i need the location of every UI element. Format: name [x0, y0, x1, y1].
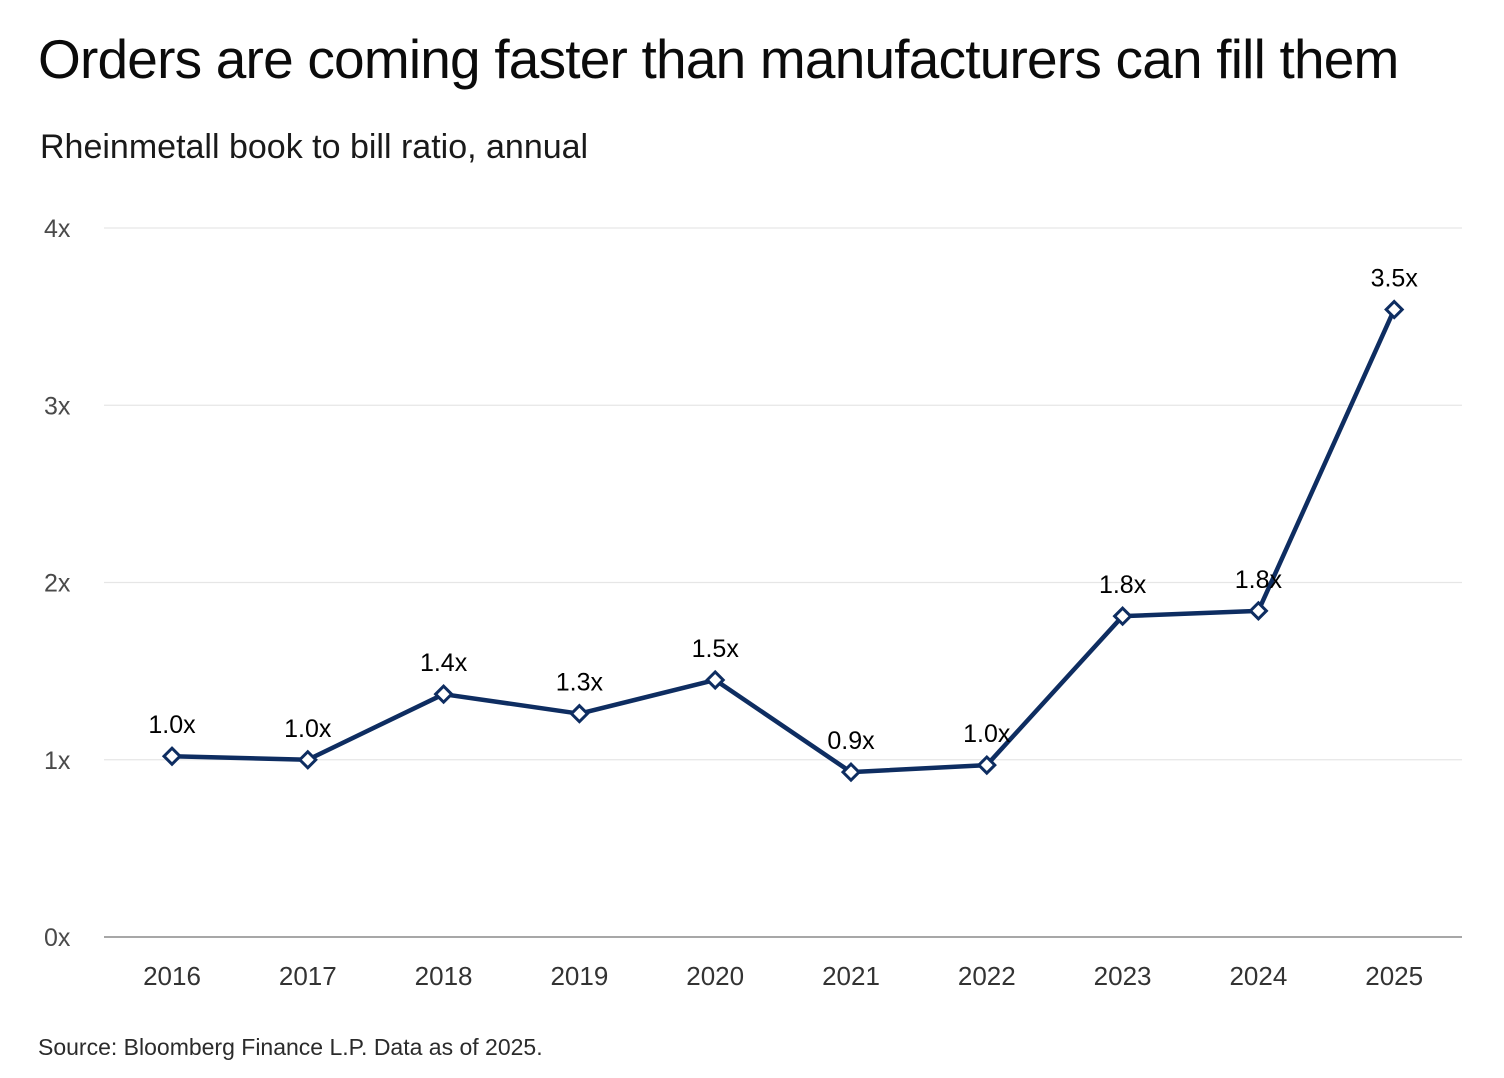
y-tick-label: 3x — [44, 392, 71, 420]
x-tick-label: 2016 — [143, 961, 201, 991]
data-label: 1.0x — [284, 715, 332, 743]
data-markers — [161, 299, 1405, 783]
chart-title: Orders are coming faster than manufactur… — [38, 28, 1399, 90]
series-line-group — [169, 307, 1397, 775]
y-tick-label: 0x — [44, 924, 71, 952]
x-tick-label: 2021 — [822, 961, 880, 991]
data-label: 1.8x — [1099, 571, 1147, 599]
x-tick-label: 2020 — [686, 961, 744, 991]
data-point-marker — [705, 669, 726, 691]
chart-subtitle: Rheinmetall book to bill ratio, annual — [40, 128, 589, 166]
data-label: 1.4x — [420, 649, 468, 677]
data-point-marker — [1112, 606, 1133, 627]
y-tick-label: 1x — [44, 747, 71, 775]
y-tick-label: 2x — [44, 570, 71, 598]
data-label: 1.8x — [1235, 566, 1283, 594]
data-label: 0.9x — [827, 727, 875, 755]
data-point-marker — [1248, 600, 1269, 621]
data-label: 1.0x — [148, 711, 196, 739]
data-point-marker — [1384, 299, 1405, 320]
x-tick-label: 2019 — [550, 961, 608, 991]
x-tick-label: 2025 — [1365, 961, 1423, 991]
x-tick-label: 2023 — [1094, 961, 1152, 991]
x-axis-tick-labels: 2016 2017 2018 2019 2020 2021 2022 2023 2024 2025 — [143, 961, 1423, 991]
data-label: 1.5x — [692, 635, 740, 663]
data-point-marker — [569, 703, 590, 724]
x-tick-label: 2022 — [958, 961, 1016, 991]
y-tick-label: 4x — [44, 215, 71, 243]
data-point-marker — [840, 762, 862, 783]
gridlines — [104, 227, 1462, 938]
data-label: 1.3x — [556, 669, 604, 697]
x-tick-label: 2017 — [279, 961, 337, 991]
x-tick-label: 2018 — [415, 961, 473, 991]
data-labels: 1.0x 1.0x 1.4x 1.3x 1.5x 0.9x 1.0x 1.8x 1.8x 3.5x — [148, 265, 1418, 756]
data-label: 3.5x — [1371, 265, 1419, 293]
source-note: Source: Bloomberg Finance L.P. Data as o… — [38, 1034, 543, 1060]
data-point-marker — [976, 754, 997, 776]
series-line — [169, 307, 1397, 775]
data-point-marker — [297, 749, 318, 770]
x-tick-label: 2024 — [1229, 961, 1287, 991]
data-label: 1.0x — [963, 720, 1011, 748]
data-point-marker — [161, 746, 183, 767]
y-axis-tick-labels: 0x 1x 2x 3x 4x — [44, 215, 71, 952]
data-point-marker — [433, 684, 454, 705]
